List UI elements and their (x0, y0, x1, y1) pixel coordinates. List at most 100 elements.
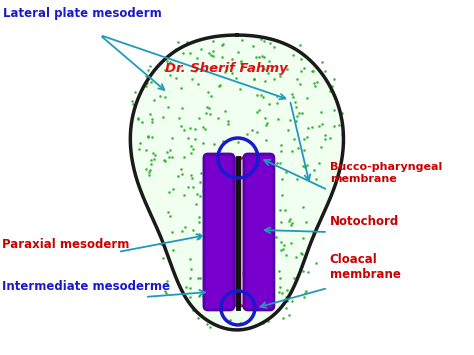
Point (283, 298, 291, 304)
Point (182, 285, 189, 290)
Point (157, 242, 165, 247)
Point (244, 292, 252, 298)
Point (273, 160, 281, 165)
Point (199, 188, 206, 194)
Point (175, 115, 183, 121)
Point (297, 251, 305, 256)
Point (148, 119, 155, 125)
Point (276, 73, 283, 79)
Point (276, 275, 284, 281)
Point (164, 278, 171, 284)
Point (288, 92, 296, 97)
Point (311, 83, 319, 89)
Point (257, 93, 264, 98)
Point (168, 154, 176, 160)
Point (217, 288, 225, 294)
Point (259, 94, 267, 100)
Point (287, 240, 295, 245)
Point (189, 184, 197, 190)
Point (223, 202, 230, 207)
FancyBboxPatch shape (244, 154, 274, 310)
Point (164, 59, 171, 64)
Point (273, 100, 281, 106)
Polygon shape (130, 35, 344, 330)
Point (148, 116, 155, 122)
Point (249, 127, 256, 133)
Point (274, 116, 282, 122)
Point (232, 76, 240, 81)
Point (248, 260, 255, 265)
Point (279, 246, 287, 252)
Point (276, 289, 283, 295)
Point (287, 117, 294, 122)
Point (221, 187, 228, 193)
Point (165, 154, 173, 160)
Point (277, 148, 284, 154)
Point (244, 164, 252, 169)
Point (260, 66, 268, 72)
Point (246, 180, 253, 185)
Point (255, 54, 263, 60)
Point (247, 241, 255, 247)
Point (224, 118, 232, 124)
Point (223, 282, 230, 288)
Point (227, 296, 235, 301)
Point (283, 252, 290, 258)
Point (207, 94, 214, 99)
Point (249, 227, 257, 233)
Point (142, 147, 149, 153)
Point (250, 283, 257, 289)
Point (182, 225, 189, 230)
Point (309, 229, 317, 235)
Point (152, 152, 159, 157)
Point (169, 186, 176, 191)
Point (272, 234, 279, 240)
Point (276, 284, 283, 289)
Point (142, 73, 150, 79)
Point (292, 119, 300, 124)
Point (249, 43, 257, 49)
Point (219, 43, 226, 48)
Point (302, 219, 310, 225)
Point (156, 94, 164, 99)
Point (128, 98, 136, 104)
Point (269, 245, 276, 250)
Point (187, 285, 194, 291)
Point (326, 89, 334, 94)
Point (292, 255, 300, 260)
Point (330, 76, 338, 82)
Point (242, 242, 250, 247)
Point (244, 231, 252, 236)
Point (194, 275, 202, 281)
Point (297, 68, 305, 74)
Point (277, 219, 284, 225)
Point (300, 137, 308, 142)
Point (196, 180, 204, 185)
Point (247, 196, 255, 202)
Point (216, 159, 224, 165)
Point (240, 220, 248, 226)
Point (242, 267, 250, 273)
Point (192, 202, 200, 207)
Point (180, 192, 188, 198)
Text: Notochord: Notochord (330, 215, 399, 228)
Point (262, 137, 270, 143)
Point (252, 54, 260, 60)
Point (146, 172, 153, 178)
Point (249, 274, 257, 279)
Point (225, 121, 232, 126)
Point (184, 184, 192, 190)
Point (261, 38, 268, 44)
Point (186, 256, 193, 262)
Point (222, 267, 230, 273)
Point (299, 110, 306, 116)
Point (221, 244, 228, 250)
Point (196, 193, 204, 199)
Point (219, 221, 227, 227)
Point (290, 94, 297, 100)
Point (248, 294, 255, 300)
Point (293, 114, 301, 119)
Point (250, 76, 257, 82)
Point (282, 305, 290, 311)
Point (326, 136, 334, 141)
